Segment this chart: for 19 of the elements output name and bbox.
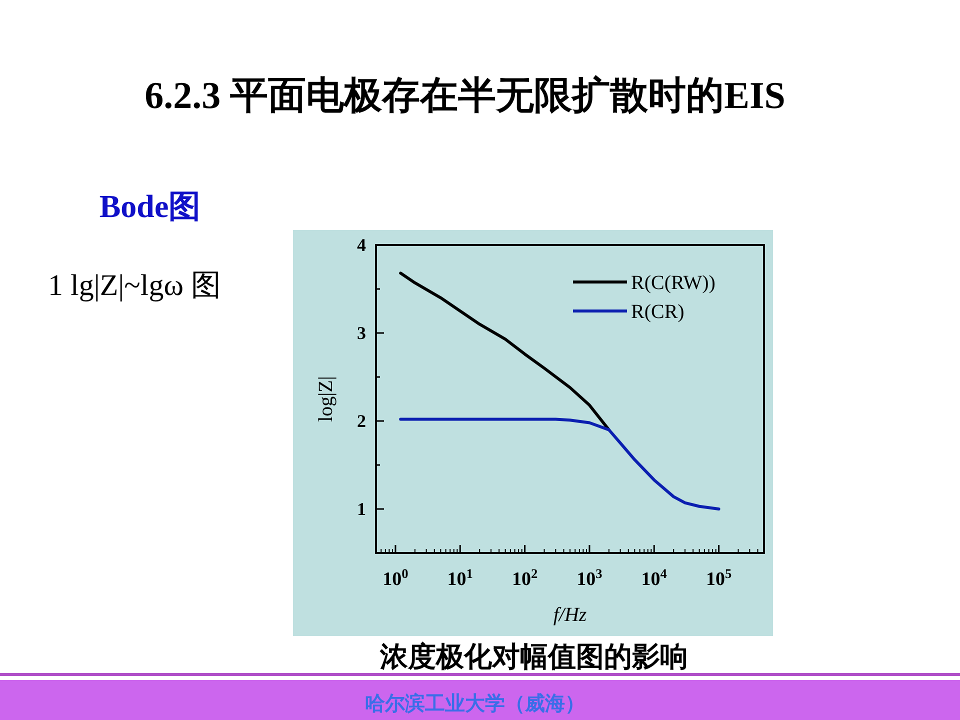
chart-title: 6.2.3 平面电极存在半无限扩散时的EIS	[144, 75, 786, 117]
text: 哈尔滨工业大学（威海）	[365, 691, 585, 715]
x-axis-title: f/Hz	[553, 604, 587, 626]
text: 浓度极化对幅值图的影响	[379, 640, 688, 673]
x-tick-label: 10$^{4}$	[641, 566, 668, 590]
legend-label: R(CR)	[631, 301, 684, 323]
x-tick-label: 10$^{1}$	[447, 566, 473, 590]
y-tick-label: 3	[357, 323, 366, 343]
legend-label: R(C(RW))	[631, 272, 716, 294]
x-tick-label: 10$^{5}$	[706, 566, 732, 590]
y-tick-label: 4	[357, 235, 366, 255]
y-tick-label: 1	[357, 499, 366, 519]
y-axis-title: log|Z|	[315, 376, 337, 422]
x-tick-label: 10$^{2}$	[512, 566, 538, 590]
text: 1 lg|Z|~lgω 图	[48, 269, 221, 302]
y-tick-label: 2	[357, 411, 366, 431]
x-tick-label: 10$^{0}$	[382, 566, 409, 590]
x-tick-label: 10$^{3}$	[576, 566, 603, 590]
chart-subtitle: Bode图	[99, 188, 201, 224]
